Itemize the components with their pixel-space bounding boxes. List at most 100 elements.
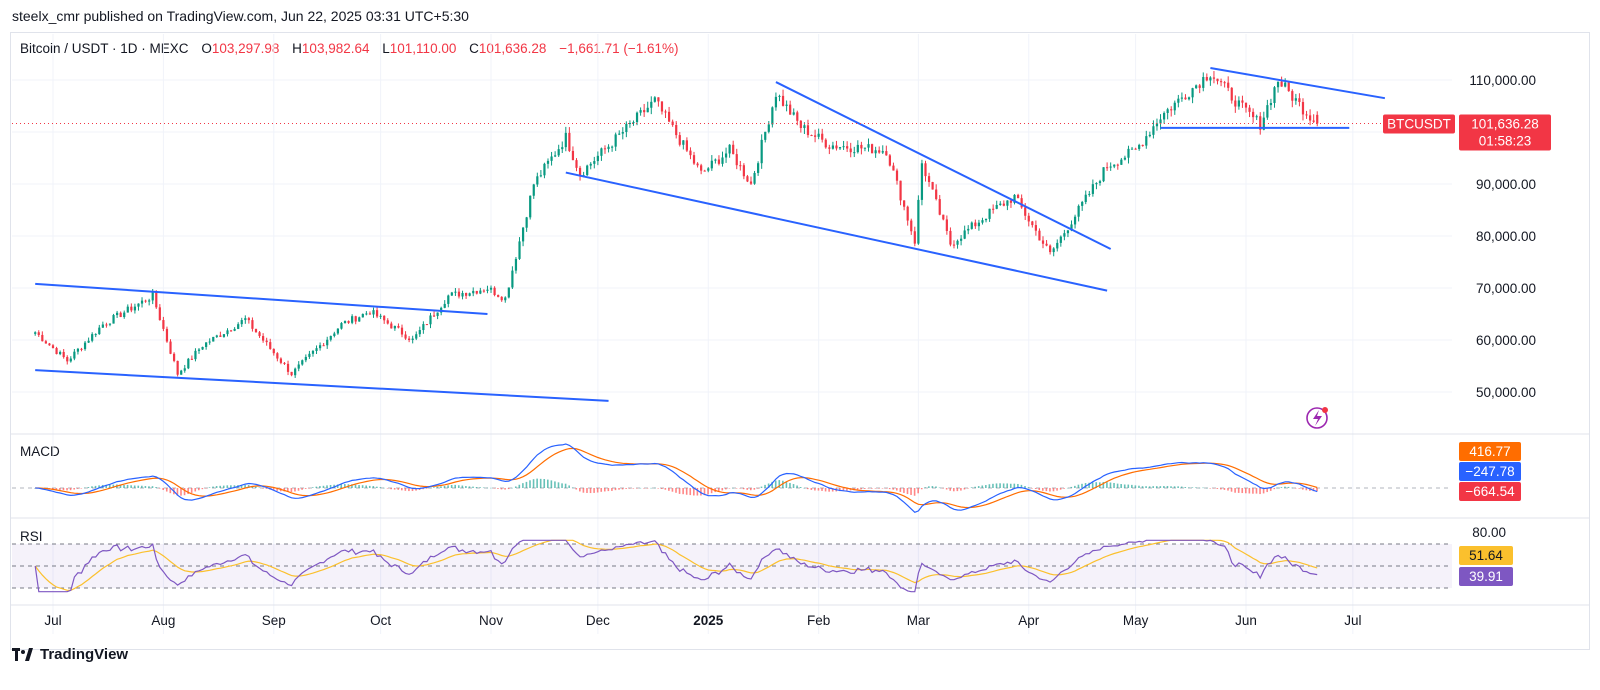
macd-signal-line (35, 447, 1318, 509)
macd-histogram-bar (593, 488, 595, 493)
macd-histogram-bar (1277, 487, 1279, 489)
macd-histogram-bar (1205, 487, 1208, 489)
candle-body (73, 351, 76, 359)
macd-histogram-bar (945, 488, 948, 490)
candle-body (988, 208, 991, 219)
macd-histogram-bar (618, 488, 620, 490)
candle-body (140, 300, 144, 304)
macd-histogram-bar (472, 486, 474, 488)
macd-histogram-bar (1109, 482, 1112, 488)
macd-histogram-bar (105, 484, 108, 488)
candle-body (838, 147, 842, 149)
candle-body (767, 124, 770, 132)
candle-body (69, 358, 72, 362)
macd-histogram-bar (69, 488, 72, 491)
macd-histogram-bar (319, 486, 321, 488)
candle-body (1034, 225, 1037, 231)
candle-body (1301, 102, 1305, 115)
candle-body (98, 327, 101, 335)
candle-body (632, 122, 635, 124)
candle-body (846, 146, 849, 149)
macd-histogram-bar (614, 488, 617, 491)
macd-histogram-bar (749, 488, 752, 491)
candle-body (408, 338, 411, 341)
time-axis-label: May (1123, 613, 1149, 628)
candle-body (48, 343, 51, 346)
macd-histogram-bar (707, 488, 709, 495)
candle-body (778, 95, 781, 97)
candle-body (276, 353, 279, 359)
candle-body (721, 157, 724, 164)
candle-body (244, 318, 247, 321)
macd-histogram-bar (561, 483, 563, 488)
price-tag (1459, 114, 1551, 151)
candle-body (835, 145, 838, 149)
rsi-label[interactable]: RSI (20, 529, 43, 544)
macd-histogram-bar (358, 485, 360, 488)
macd-histogram-bar (301, 488, 303, 490)
candle-body (728, 144, 731, 154)
symbol-title[interactable]: Bitcoin / USDT · 1D · MEXC (20, 41, 189, 56)
macd-histogram-bar (287, 488, 289, 492)
candle-body (375, 310, 379, 317)
macd-histogram-bar (564, 483, 567, 488)
candle-body (1308, 115, 1312, 121)
candle-body (821, 133, 824, 140)
candle-body (1020, 198, 1023, 208)
macd-histogram-bar (1255, 488, 1258, 494)
candle-body (853, 152, 856, 154)
price-tag-value: 101,636.28 (1471, 116, 1539, 131)
macd-histogram-bar (1141, 486, 1144, 488)
macd-histogram-bar (194, 488, 197, 492)
candle-body (892, 165, 895, 171)
macd-histogram-bar (411, 488, 414, 492)
macd-histogram-bar (550, 480, 553, 488)
flash-icon-dot (1322, 407, 1328, 413)
candle-body (76, 348, 80, 352)
candle-body (760, 139, 763, 164)
candle-body (525, 217, 528, 228)
macd-histogram-bar (771, 481, 773, 488)
candle-body (183, 368, 186, 371)
macd-histogram-bar (258, 487, 261, 489)
candle-body (165, 328, 169, 342)
macd-histogram-bar (1091, 482, 1094, 488)
candle-body (920, 163, 924, 200)
low-label: L (382, 41, 390, 56)
candle-body (1212, 77, 1216, 79)
candle-body (187, 358, 190, 369)
candle-body (450, 292, 453, 296)
candle-body (813, 135, 817, 137)
candle-body (1273, 87, 1276, 104)
macd-label[interactable]: MACD (20, 444, 60, 459)
candle-body (1002, 203, 1005, 206)
candle-body (105, 324, 108, 326)
macd-histogram-bar (824, 488, 827, 492)
macd-histogram-bar (265, 488, 268, 489)
candle-body (863, 147, 867, 149)
macd-histogram-bar (294, 488, 296, 492)
macd-histogram-bar (928, 486, 930, 488)
price-axis-label: 110,000.00 (1469, 73, 1536, 88)
candle-body (461, 293, 464, 297)
macd-histogram-bar (992, 483, 994, 488)
candle-body (500, 296, 503, 301)
candle-body (963, 230, 966, 239)
tradingview-logo[interactable]: TradingView (12, 646, 128, 663)
candle-body (454, 291, 457, 293)
candle-body (1266, 105, 1269, 118)
candle-body (304, 356, 307, 361)
macd-histogram-bar (254, 486, 257, 488)
candle-body (1205, 77, 1208, 81)
candle-body (828, 147, 831, 149)
macd-histogram-bar (1248, 488, 1251, 494)
candle-body (126, 306, 129, 313)
candle-body (422, 324, 425, 331)
price-axis-label: 50,000.00 (1476, 385, 1536, 400)
macd-histogram-bar (589, 488, 592, 494)
macd-histogram-bar (774, 480, 777, 488)
macd-histogram-bar (1159, 486, 1162, 488)
candle-body (180, 370, 183, 375)
candle-body (290, 371, 293, 376)
